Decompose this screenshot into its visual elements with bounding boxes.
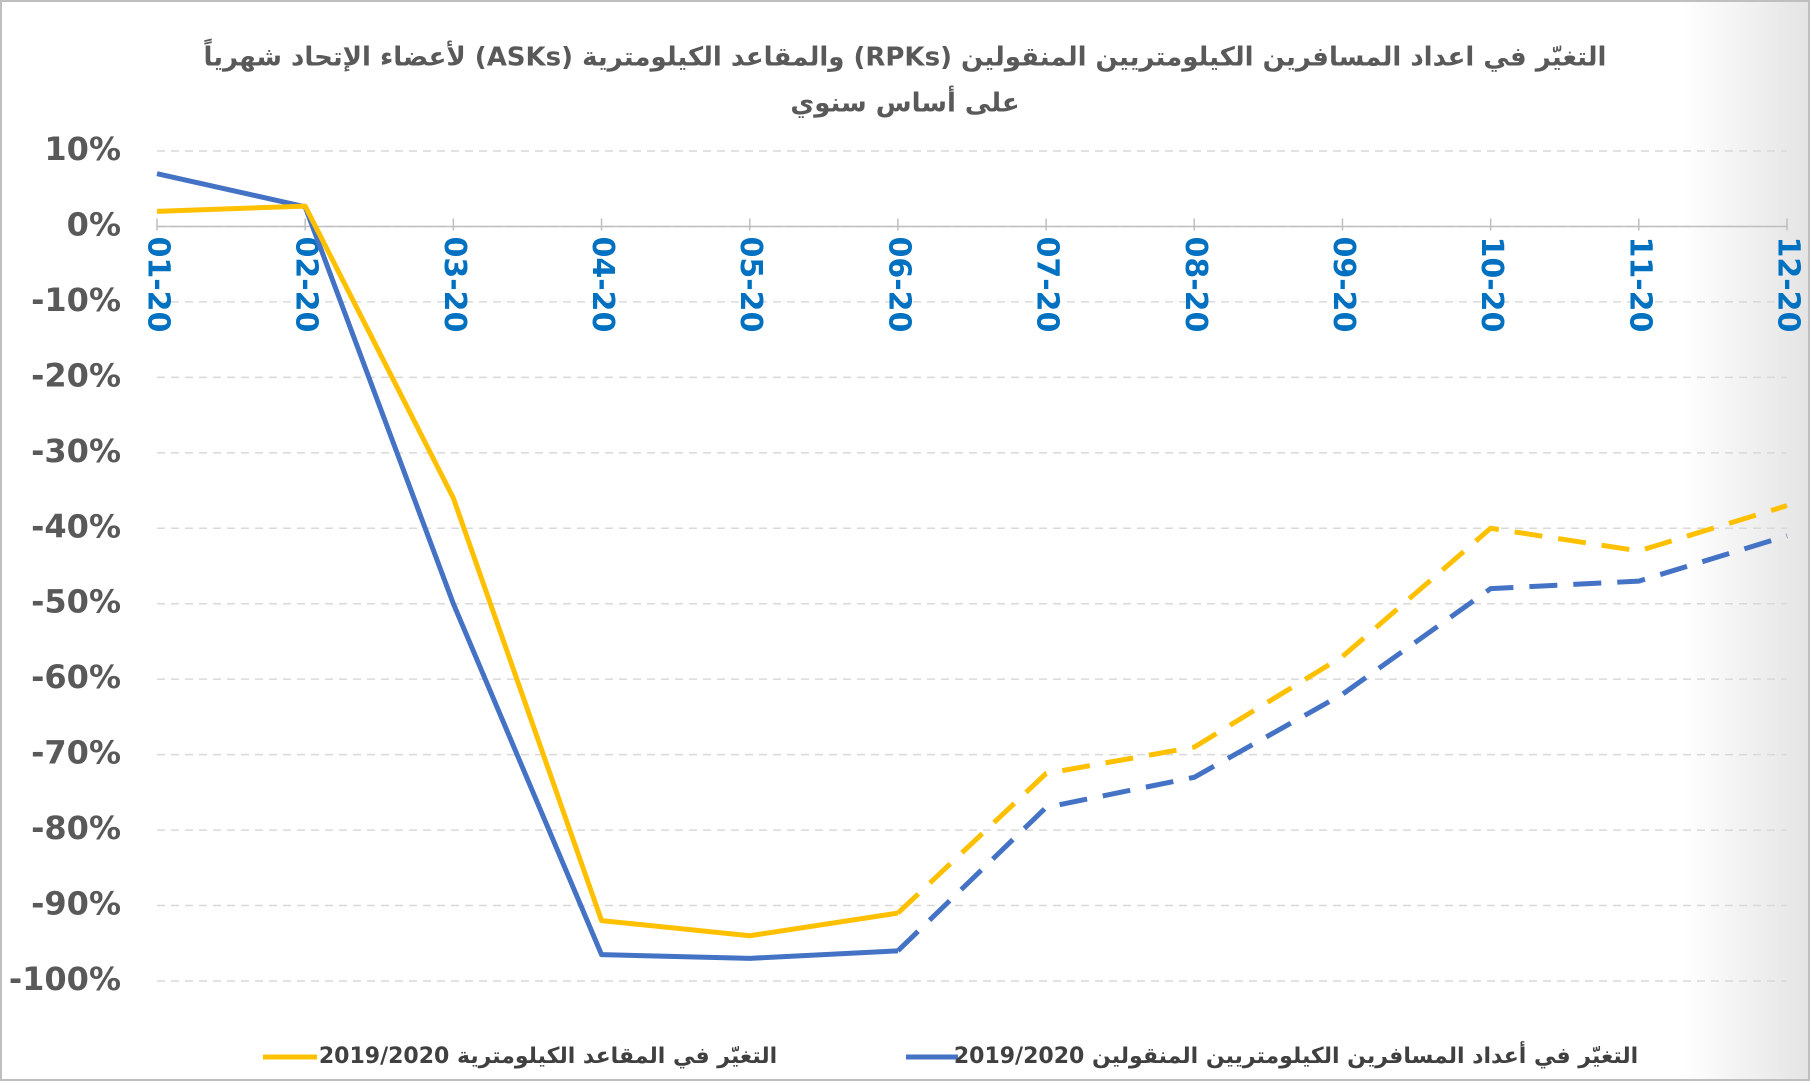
x-tick-label: 12-20 bbox=[1771, 236, 1806, 332]
y-tick-label: -100% bbox=[9, 960, 121, 998]
y-tick-label: -30% bbox=[31, 432, 121, 470]
x-tick-label: 11-20 bbox=[1622, 236, 1657, 332]
y-tick-label: -90% bbox=[31, 885, 121, 923]
chart-title: على أساس سنوي bbox=[790, 86, 1019, 119]
series-line bbox=[896, 533, 1788, 953]
legend-label: التغيّر في المقاعد الكيلومترية 2019/2020 bbox=[319, 1044, 777, 1069]
y-tick-label: -50% bbox=[31, 583, 121, 621]
x-tick-label: 04-20 bbox=[585, 236, 620, 332]
legend-label: التغيّر في أعداد المسافرين الكيلومتريين … bbox=[954, 1040, 1638, 1069]
y-tick-label: -10% bbox=[31, 281, 121, 319]
x-tick-label: 10-20 bbox=[1474, 236, 1509, 332]
x-tick-label: 02-20 bbox=[289, 236, 324, 332]
series-line bbox=[156, 203, 899, 939]
x-tick-label: 03-20 bbox=[437, 236, 472, 332]
y-tick-label: -40% bbox=[31, 507, 121, 545]
y-tick-label: -60% bbox=[31, 658, 121, 696]
x-tick-label: 05-20 bbox=[733, 236, 768, 332]
y-tick-label: 10% bbox=[44, 130, 121, 168]
y-tick-label: -70% bbox=[31, 734, 121, 772]
series-line bbox=[896, 503, 1788, 915]
series-line bbox=[156, 171, 899, 961]
x-tick-label: 08-20 bbox=[1178, 236, 1213, 332]
chart-title: التغيّر في اعداد المسافرين الكيلومتريين … bbox=[203, 38, 1606, 73]
y-tick-label: -80% bbox=[31, 809, 121, 847]
y-tick-label: 0% bbox=[67, 205, 121, 243]
y-tick-label: -20% bbox=[31, 356, 121, 394]
x-tick-label: 07-20 bbox=[1030, 236, 1065, 332]
x-tick-label: 01-20 bbox=[141, 236, 176, 332]
x-tick-label: 09-20 bbox=[1326, 236, 1361, 332]
x-tick-label: 06-20 bbox=[881, 236, 916, 332]
